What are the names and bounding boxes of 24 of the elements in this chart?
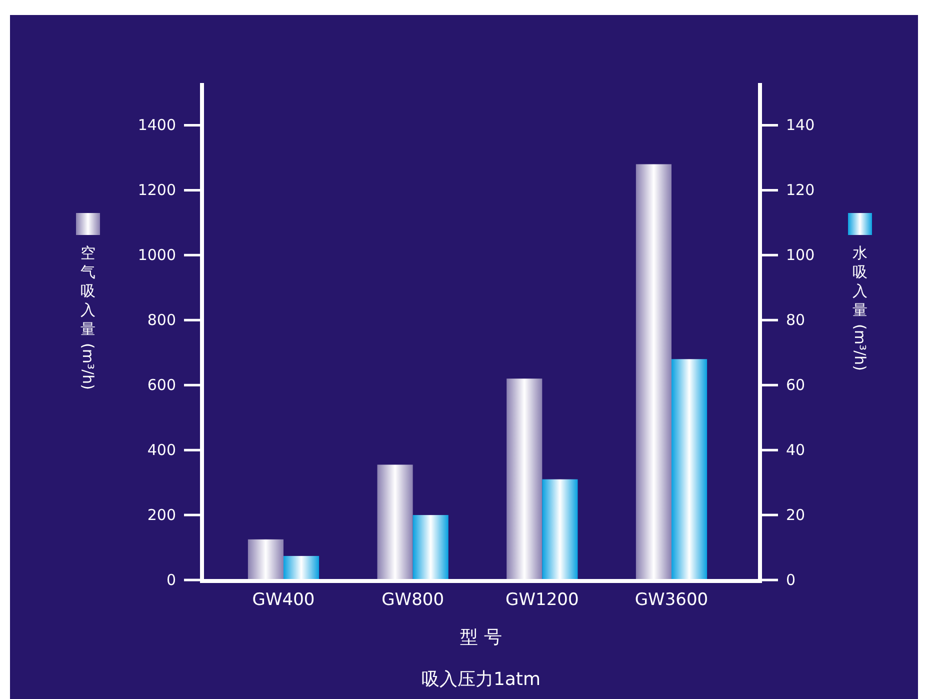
y-tick-label: 600 [147,376,176,394]
x-tick-label: GW800 [382,590,444,610]
y-tick-label: 0 [166,570,176,589]
y2-axis-title: 水吸入量(m³/h) [851,244,869,371]
y2-tick-label: 140 [786,116,815,134]
x-tick-label: GW400 [252,590,315,610]
y-tick-label: 1400 [138,116,176,134]
y-axis-title: 空气吸入量(m³/h) [79,244,97,390]
y-tick-label: 400 [147,440,176,459]
y2-tick-label: 100 [786,246,815,264]
y2-tick-label: 120 [786,180,815,199]
text: 吸入压力1atm [421,669,541,690]
y2-tick-label: 60 [786,376,806,394]
y2-tick-label: 40 [786,440,806,459]
y-tick-label: 800 [147,310,176,329]
y2-tick-label: 20 [786,506,806,524]
y2-tick-label: 0 [786,570,796,589]
y-tick-label: 1200 [138,180,176,199]
x-tick-label: GW1200 [506,590,579,610]
y-tick-label: 1000 [138,246,176,264]
x-tick-label: GW3600 [634,590,708,610]
y-tick-label: 200 [147,506,176,524]
x-axis-title: 型 号 [460,627,502,648]
y2-tick-label: 80 [786,310,806,329]
